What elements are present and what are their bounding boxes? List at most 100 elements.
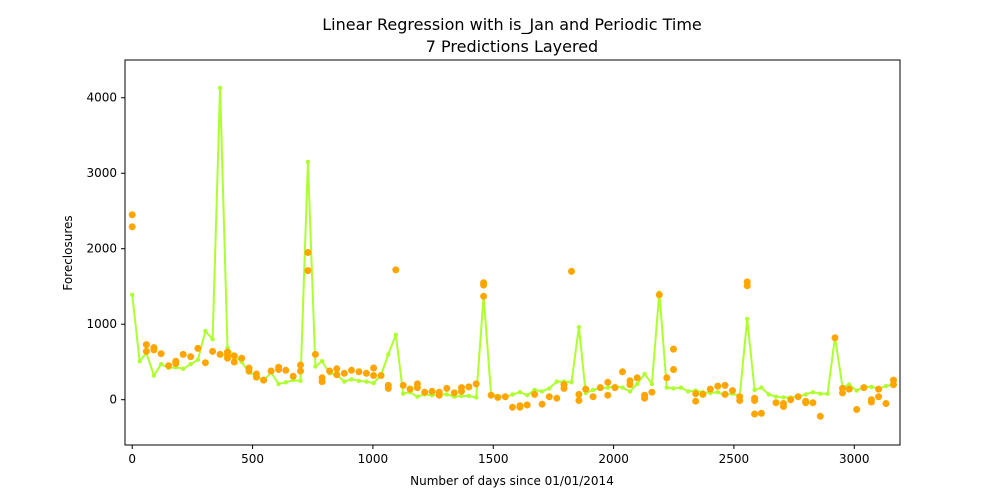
prediction-point — [869, 384, 874, 390]
actual-point — [633, 374, 641, 382]
actual-point — [465, 383, 473, 391]
prediction-point — [576, 325, 582, 330]
prediction-point — [803, 392, 808, 397]
prediction-point — [210, 337, 215, 342]
actual-point — [890, 381, 897, 389]
actual-point — [714, 382, 722, 390]
prediction-point — [195, 357, 201, 362]
actual-point — [721, 381, 729, 389]
actual-point — [619, 368, 626, 376]
prediction-point — [298, 378, 303, 383]
prediction-point — [649, 381, 655, 387]
actual-point — [216, 350, 224, 358]
prediction-point — [188, 362, 193, 367]
actual-point — [772, 399, 780, 407]
plot-frame — [124, 59, 901, 446]
actual-point — [663, 374, 671, 382]
actual-point — [875, 385, 883, 393]
prediction-point — [745, 316, 750, 322]
prediction-point — [158, 362, 164, 367]
prediction-point — [364, 379, 369, 384]
actual-point — [802, 397, 810, 405]
actual-point — [845, 385, 853, 393]
actual-point — [377, 372, 385, 379]
prediction-point — [818, 391, 823, 396]
x-tick-label: 1000 — [358, 452, 389, 466]
actual-point — [487, 391, 495, 399]
actual-point — [523, 401, 531, 409]
prediction-point — [781, 395, 786, 400]
actual-point — [289, 372, 297, 380]
actual-point — [670, 366, 677, 373]
actual-point — [209, 347, 217, 355]
actual-point — [384, 384, 392, 392]
actual-point — [245, 367, 253, 375]
actual-point — [839, 389, 846, 397]
actual-point — [670, 345, 677, 353]
y-tick-label: 3000 — [86, 166, 117, 180]
actual-point — [780, 400, 787, 407]
prediction-point — [642, 371, 647, 377]
x-tick-label: 2500 — [719, 452, 750, 466]
actual-point — [509, 403, 516, 411]
y-axis: 0 1000 2000 3000 4000 — [86, 91, 125, 407]
actual-point — [604, 378, 612, 386]
prediction-point — [181, 366, 186, 371]
actual-point — [568, 267, 575, 275]
actual-point — [362, 369, 370, 377]
actual-point — [875, 393, 883, 401]
prediction-point — [415, 394, 420, 399]
prediction-point — [356, 378, 362, 383]
prediction-point — [283, 380, 288, 385]
prediction-point — [401, 391, 406, 396]
actual-point — [655, 291, 663, 299]
actual-point — [516, 402, 524, 410]
actual-point — [435, 388, 443, 396]
actual-point — [816, 412, 824, 420]
actual-point — [355, 368, 363, 376]
actual-point — [794, 393, 802, 401]
actual-point — [179, 350, 187, 358]
actual-point — [480, 292, 488, 300]
actual-point — [260, 376, 268, 384]
actual-point — [692, 390, 700, 398]
prediction-point — [759, 385, 764, 390]
actual-point — [142, 341, 150, 349]
prediction-point — [590, 387, 596, 393]
chart-title-line1: Linear Regression with is_Jan and Period… — [322, 15, 702, 35]
actual-point — [224, 354, 231, 362]
actual-point — [311, 350, 319, 358]
x-tick-label: 0 — [128, 452, 136, 466]
prediction-point — [627, 389, 633, 394]
actual-point — [582, 385, 590, 393]
actual-point — [853, 406, 861, 413]
actual-point — [370, 364, 378, 372]
actual-point — [611, 384, 619, 392]
actual-point — [501, 393, 509, 401]
prediction-point — [854, 388, 859, 393]
actual-point — [150, 346, 158, 354]
prediction-point — [678, 385, 684, 390]
actual-point — [575, 390, 583, 398]
actual-point — [809, 399, 817, 407]
actual-point — [757, 409, 765, 417]
actual-point — [860, 384, 868, 392]
prediction-point — [386, 352, 391, 357]
actual-point — [340, 369, 348, 377]
actual-point — [230, 352, 238, 360]
prediction-point — [539, 389, 545, 394]
prediction-point — [525, 393, 530, 398]
actual-point — [743, 282, 751, 290]
actual-point — [165, 362, 173, 370]
actual-point — [494, 393, 502, 401]
actual-point — [729, 387, 736, 395]
actual-point — [692, 397, 700, 405]
actual-point — [406, 385, 414, 393]
x-tick-label: 3000 — [839, 452, 870, 466]
actual-point — [267, 367, 275, 375]
prediction-point — [130, 292, 135, 297]
y-tick-label: 2000 — [86, 242, 117, 256]
actual-point — [201, 359, 209, 367]
prediction-point — [883, 383, 889, 389]
actual-point — [282, 366, 290, 374]
